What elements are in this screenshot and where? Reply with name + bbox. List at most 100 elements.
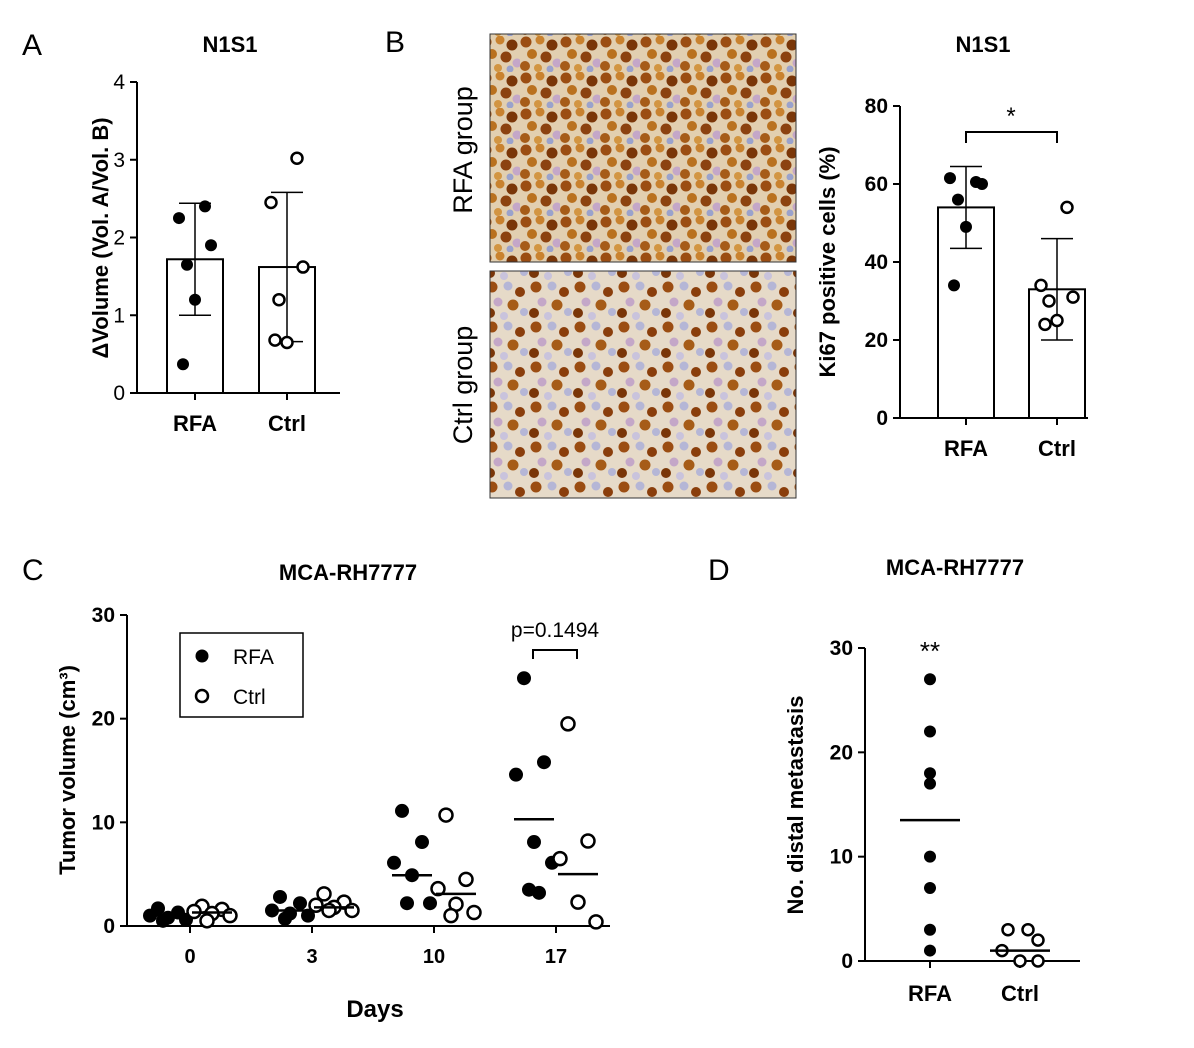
panel-b-x-tick-label: RFA: [944, 436, 988, 461]
panel-b-y-tick-label: 40: [865, 251, 888, 274]
panel-d-data-point: [924, 881, 936, 894]
panel-b-significance-bracket: [965, 131, 1058, 143]
panel-d-data-point: [924, 725, 936, 738]
panel-a-ylabel: ΔVolume (Vol. A/Vol. B): [88, 117, 113, 358]
panel-c-x-tick-label: 10: [423, 946, 445, 968]
panel-c-x-tick-label: 0: [184, 946, 195, 968]
panel-b-data-point: [1060, 200, 1074, 215]
panel-c-data-point: [443, 907, 459, 924]
panel-b-y-tick-label: 0: [876, 407, 888, 430]
panel-a-data-point: [181, 258, 193, 271]
panel-c-data-point: [415, 835, 429, 850]
panel-b-title: N1S1: [955, 32, 1010, 57]
panel-c-data-point: [156, 913, 170, 928]
panel-c-p-bracket: [532, 649, 578, 659]
panel-b-plot: 0 20 40 60 80 RFA Ctrl *: [865, 95, 1088, 461]
panel-a-plot: 0 1 2 3 4 RFA Ctrl: [113, 71, 340, 436]
panel-c-data-point: [580, 833, 596, 849]
panel-a-data-point: [290, 151, 304, 165]
panel-c-ylabel-text: Tumor volume (cm³): [55, 665, 80, 875]
panel-b-y-tick-label: 20: [865, 329, 888, 352]
panel-d-y-tick-label: 10: [830, 846, 853, 869]
legend-marker-ctrl: [194, 688, 210, 704]
panel-c-data-point: [387, 855, 401, 870]
panel-c-data-point: [344, 902, 360, 919]
panel-d-y-tick-label: 0: [841, 950, 853, 973]
panel-c-data-point: [395, 803, 409, 818]
panel-c-y-tick-label: 0: [103, 915, 115, 938]
panel-c-y-tick-label: 10: [92, 811, 115, 834]
panel-d-y-tick-label: 30: [830, 637, 853, 660]
panel-c-data-point: [400, 896, 414, 911]
panel-c-xlabel: Days: [346, 996, 403, 1023]
panel-d-data-point: [1001, 922, 1015, 937]
panel-d-data-point: [1013, 954, 1027, 968]
panel-d-data-point: [924, 777, 936, 790]
panel-c-data-point: [278, 911, 292, 926]
panel-d-data-point: [924, 673, 936, 686]
panel-b-data-point: [944, 172, 956, 185]
panel-c-data-point: [222, 907, 238, 924]
panel-c-y-tick-label: 30: [92, 604, 115, 627]
panel-d-x-tick-label: RFA: [908, 981, 952, 1006]
panel-a-data-point: [264, 195, 278, 210]
panel-c-data-point: [316, 886, 332, 902]
panel-a-data-point: [177, 358, 189, 371]
panel-a-data-point: [280, 335, 294, 350]
panel-d-data-point: [1031, 933, 1045, 947]
panel-c-x-tick-label: 3: [306, 946, 317, 968]
panel-a-data-point: [205, 239, 217, 252]
panel-b-data-point: [960, 220, 972, 233]
panel-d-data-point: [924, 923, 936, 936]
panel-a-y-tick-label: 4: [113, 71, 125, 94]
panel-c-title: MCA-RH7777: [279, 560, 417, 585]
panel-a-data-point: [272, 292, 286, 307]
panel-d-letter: D: [708, 554, 730, 587]
panel-d-data-point: [1031, 954, 1045, 968]
panel-a-letter: A: [22, 29, 42, 62]
panel-d-significance-label: **: [920, 636, 940, 666]
panel-c-data-point: [301, 908, 315, 923]
panel-c-data-point: [560, 716, 576, 732]
legend-marker-rfa: [195, 649, 209, 663]
panel-a-x-tick-label: Ctrl: [268, 411, 306, 436]
panel-a-y-tick-label: 3: [113, 149, 125, 172]
panel-b-data-point: [976, 178, 988, 190]
panel-b-data-point: [952, 193, 964, 206]
panel-a-x-tick-label: RFA: [173, 411, 217, 436]
panel-c-data-point: [458, 871, 474, 888]
panel-a-y-tick-label: 0: [113, 382, 125, 405]
panel-c-y-tick-label: 20: [92, 708, 115, 731]
panel-c-data-point: [273, 889, 287, 904]
panel-c-data-point: [532, 885, 546, 900]
ihc-image-ctrl: [489, 270, 797, 499]
panel-c-data-point: [570, 894, 586, 910]
panel-c-data-point: [527, 835, 541, 850]
legend-label-rfa: RFA: [233, 646, 274, 669]
panel-c-data-point: [308, 897, 324, 914]
panel-b-letter: B: [385, 26, 405, 59]
panel-c-ylabel: Tumor volume (cm³): [55, 665, 80, 875]
panel-b: B RFA group Ctrl group N1S1 Ki67 positiv…: [385, 26, 1088, 499]
ihc-image-rfa: [489, 33, 797, 263]
panel-b-ylabel: Ki67 positive cells (%): [815, 146, 840, 377]
panel-c-data-point: [430, 880, 446, 897]
panel-c-data-point: [552, 850, 568, 867]
panel-d-title: MCA-RH7777: [886, 555, 1024, 580]
panel-b-data-point: [1066, 290, 1080, 304]
panel-b-x-tick-label: Ctrl: [1038, 436, 1076, 461]
panel-a-data-point: [296, 260, 310, 274]
panel-c-data-point: [537, 755, 551, 770]
panel-b-data-point: [1034, 278, 1048, 293]
panel-d-data-point: [924, 944, 936, 957]
panel-c-letter: C: [22, 554, 44, 587]
panel-c-data-point: [517, 671, 531, 686]
panel-c-data-point: [423, 896, 437, 911]
panel-a-data-point: [199, 200, 211, 213]
panel-d: D MCA-RH7777 No. distal metastasis 0 10 20…: [708, 554, 1080, 1006]
panel-c-plot: 0 10 20 30 0 3 10 17 p=0.1494: [92, 604, 610, 968]
panel-c-data-point: [199, 913, 215, 929]
panel-c-x-tick-label: 17: [545, 946, 567, 968]
image-label-ctrl: Ctrl group: [448, 326, 478, 445]
